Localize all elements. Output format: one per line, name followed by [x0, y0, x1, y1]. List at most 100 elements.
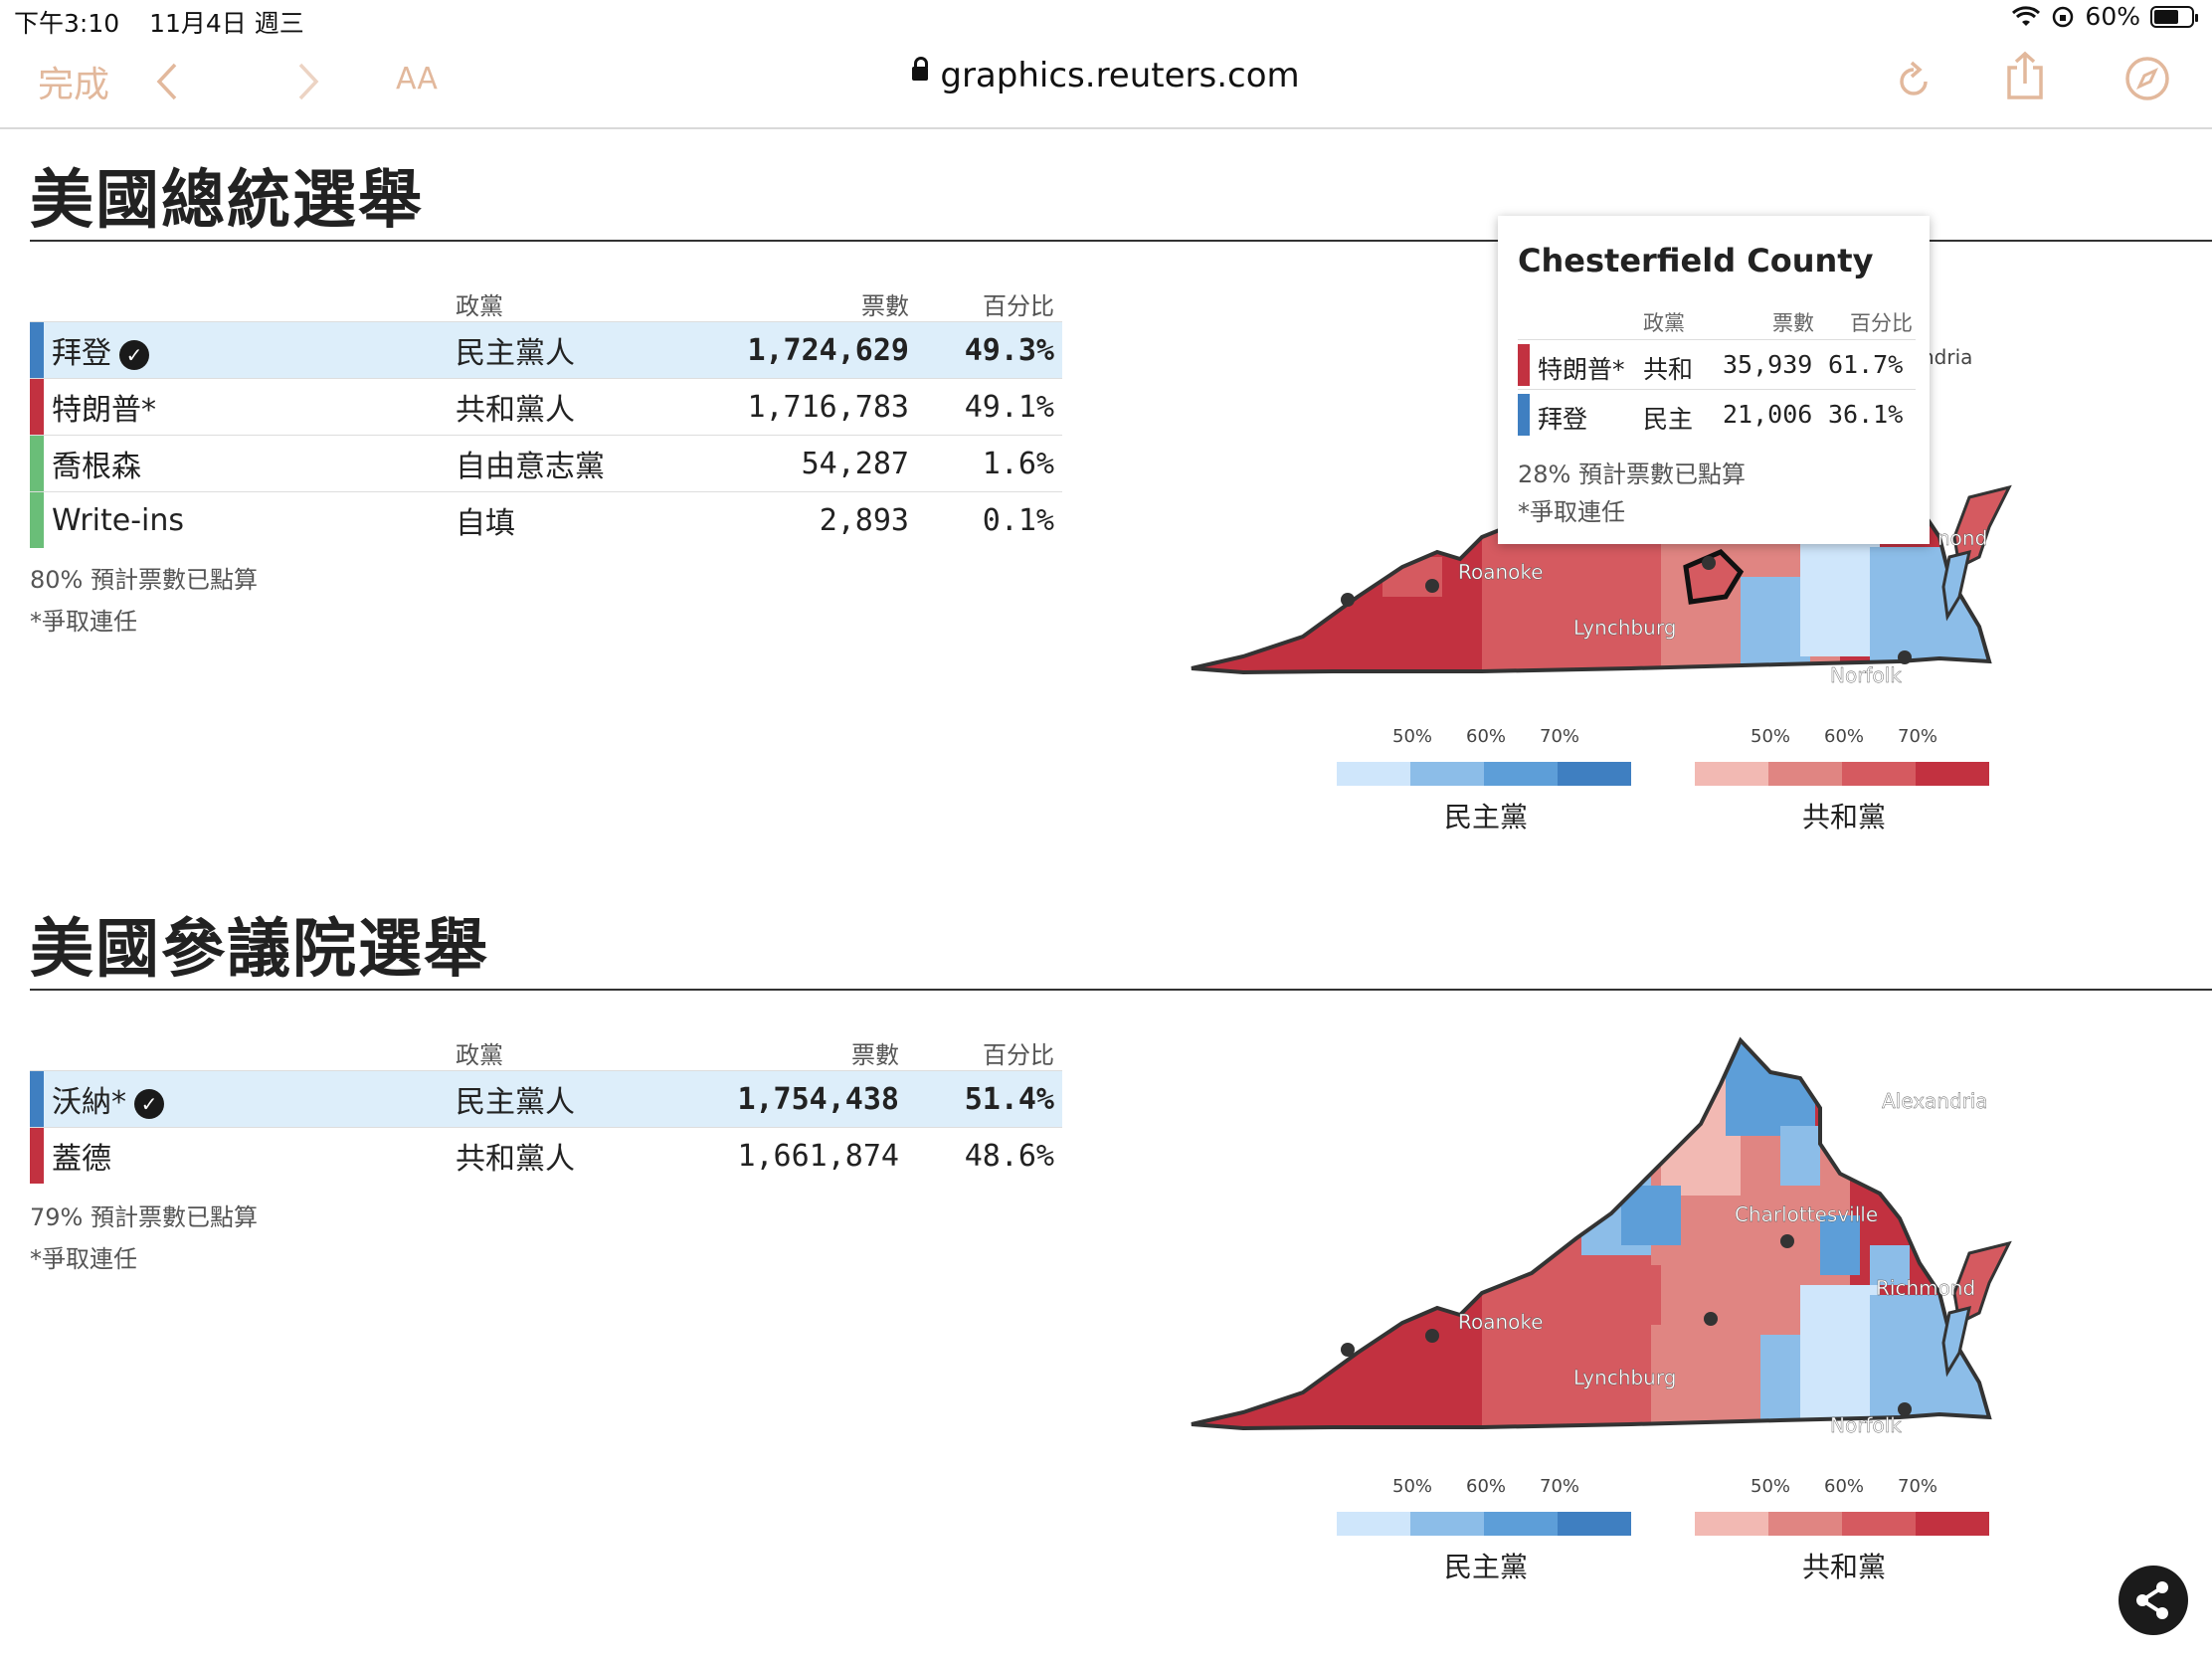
tooltip-candidate: 拜登: [1538, 405, 1588, 434]
candidate-votes: 2,893: [702, 491, 917, 548]
legend-tick: 50%: [1751, 726, 1791, 747]
wifi-icon: [2012, 5, 2041, 26]
candidate-party: 民主黨人: [448, 321, 702, 379]
candidate-pct: 49.3%: [917, 321, 1062, 379]
party-color-bar: [30, 491, 44, 548]
candidate-votes: 1,661,874: [702, 1127, 907, 1184]
header-pct: 百分比: [983, 292, 1054, 320]
forward-icon[interactable]: [296, 62, 320, 101]
incumbent-note: *爭取連任: [30, 608, 137, 636]
city-label-richmond: nond: [1937, 526, 1987, 550]
legend-tick: 50%: [1392, 726, 1433, 747]
tooltip-votes: 35,939: [1723, 350, 1813, 379]
city-label-alexandria: ndria: [1922, 345, 1972, 369]
battery-percent: 60%: [2085, 2, 2140, 31]
candidate-party: 共和黨人: [448, 378, 702, 436]
share-floating-button[interactable]: [2119, 1566, 2188, 1635]
candidate-name: 拜登 ✓: [44, 321, 448, 379]
legend-dem-scale: [1337, 762, 1631, 786]
candidate-pct: 49.1%: [917, 378, 1062, 436]
party-color-bar: [30, 378, 44, 436]
tooltip-note: 28% 預計票數已點算: [1518, 461, 1746, 488]
legend-tick: 60%: [1824, 1476, 1865, 1497]
table-row: Write-ins 自填 2,893 0.1%: [30, 491, 1062, 548]
legend-tick: 70%: [1540, 1476, 1580, 1497]
candidate-pct: 0.1%: [917, 491, 1062, 548]
tooltip-party: 共和: [1643, 355, 1694, 384]
table-row: 蓋德 共和黨人 1,661,874 48.6%: [30, 1127, 1062, 1184]
header-pct: 百分比: [983, 1041, 1054, 1069]
candidate-name: 喬根森: [44, 435, 448, 492]
legend-dem-scale: [1337, 1512, 1631, 1536]
city-label-norfolk: Norfolk: [1830, 1413, 1902, 1437]
tooltip-candidate: 特朗普*: [1538, 355, 1625, 384]
legend-rep-label: 共和黨: [1802, 801, 1887, 833]
city-label-richmond: Richmond: [1876, 1276, 1975, 1300]
share-nodes-icon: [2136, 1581, 2168, 1619]
table-header: 政黨 票數 百分比: [30, 1030, 1062, 1071]
city-label-norfolk: Norfolk: [1830, 663, 1902, 687]
candidate-party: 民主黨人: [448, 1070, 702, 1128]
header-party: 政黨: [456, 1041, 503, 1069]
party-color-bar: [30, 1127, 44, 1184]
reporting-note: 80% 預計票數已點算: [30, 566, 258, 594]
president-divider: [30, 240, 2212, 242]
candidate-votes: 1,754,438: [702, 1070, 907, 1128]
candidate-party: 自填: [448, 491, 702, 548]
senate-county-map[interactable]: Lynchburg Norfolk Roanoke Alexandria Cha…: [1184, 1036, 2158, 1474]
legend-dem-label: 民主黨: [1444, 801, 1529, 833]
president-title: 美國總統選舉: [30, 164, 424, 238]
city-label-lynchburg: Lynchburg: [1573, 1366, 1676, 1389]
reporting-note: 79% 預計票數已點算: [30, 1203, 258, 1231]
candidate-party: 自由意志黨: [448, 435, 702, 492]
address-bar[interactable]: graphics.reuters.com: [0, 56, 2212, 95]
party-color-bar: [30, 1070, 44, 1128]
legend-tick: 60%: [1466, 1476, 1507, 1497]
candidate-votes: 1,716,783: [702, 378, 917, 436]
incumbent-note: *爭取連任: [30, 1245, 137, 1273]
tooltip-incumbent: *爭取連任: [1518, 498, 1625, 526]
legend-tick: 60%: [1466, 726, 1507, 747]
candidate-party: 共和黨人: [448, 1127, 702, 1184]
tooltip-party: 民主: [1643, 405, 1694, 434]
candidate-votes: 1,724,629: [702, 321, 917, 379]
text-size-button[interactable]: AA: [396, 62, 438, 96]
candidate-name: 沃納* ✓: [44, 1070, 448, 1128]
tooltip-header-pct: 百分比: [1850, 311, 1913, 335]
legend-rep-scale: [1695, 762, 1989, 786]
table-row: 沃納* ✓ 民主黨人 1,754,438 51.4%: [30, 1070, 1062, 1128]
city-label-lynchburg: Lynchburg: [1573, 616, 1676, 640]
reload-icon[interactable]: [1896, 58, 1932, 101]
winner-check-icon: ✓: [119, 339, 149, 370]
president-results-table: 政黨 票數 百分比 拜登 ✓ 民主黨人 1,724,629 49.3% 特朗普* …: [30, 281, 1062, 548]
candidate-pct: 51.4%: [907, 1070, 1062, 1128]
candidate-votes: 54,287: [702, 435, 917, 492]
header-party: 政黨: [456, 292, 503, 320]
legend-tick: 70%: [1898, 726, 1938, 747]
table-header: 政黨 票數 百分比: [30, 281, 1062, 322]
winner-check-icon: ✓: [134, 1088, 164, 1119]
party-color-bar: [30, 321, 44, 379]
status-time: 下午3:10: [14, 9, 120, 38]
table-row: 喬根森 自由意志黨 54,287 1.6%: [30, 435, 1062, 492]
senate-results-table: 政黨 票數 百分比 沃納* ✓ 民主黨人 1,754,438 51.4% 蓋德 共…: [30, 1030, 1062, 1184]
header-votes: 票數: [851, 1041, 899, 1069]
status-date: 11月4日 週三: [149, 9, 304, 38]
candidate-pct: 1.6%: [917, 435, 1062, 492]
tooltip-pct: 36.1%: [1828, 400, 1904, 429]
status-right: 60%: [2011, 2, 2198, 31]
city-label-charlottesville: Charlottesville: [1735, 1202, 1878, 1226]
senate-divider: [30, 989, 2212, 991]
city-label-alexandria: Alexandria: [1882, 1089, 1988, 1113]
share-icon[interactable]: [2005, 50, 2045, 101]
compass-icon[interactable]: [2124, 56, 2170, 101]
candidate-name: 蓋德: [44, 1127, 448, 1184]
legend-tick: 70%: [1540, 726, 1580, 747]
back-icon[interactable]: [155, 62, 179, 101]
status-bar: 下午3:10 11月4日 週三 60%: [0, 0, 2212, 40]
done-button[interactable]: 完成: [38, 65, 110, 105]
orientation-lock-icon: [2053, 6, 2074, 27]
legend-rep-scale: [1695, 1512, 1989, 1536]
lock-icon: [912, 56, 929, 81]
tooltip-row: 拜登 民主 21,006 36.1%: [1518, 389, 1916, 440]
